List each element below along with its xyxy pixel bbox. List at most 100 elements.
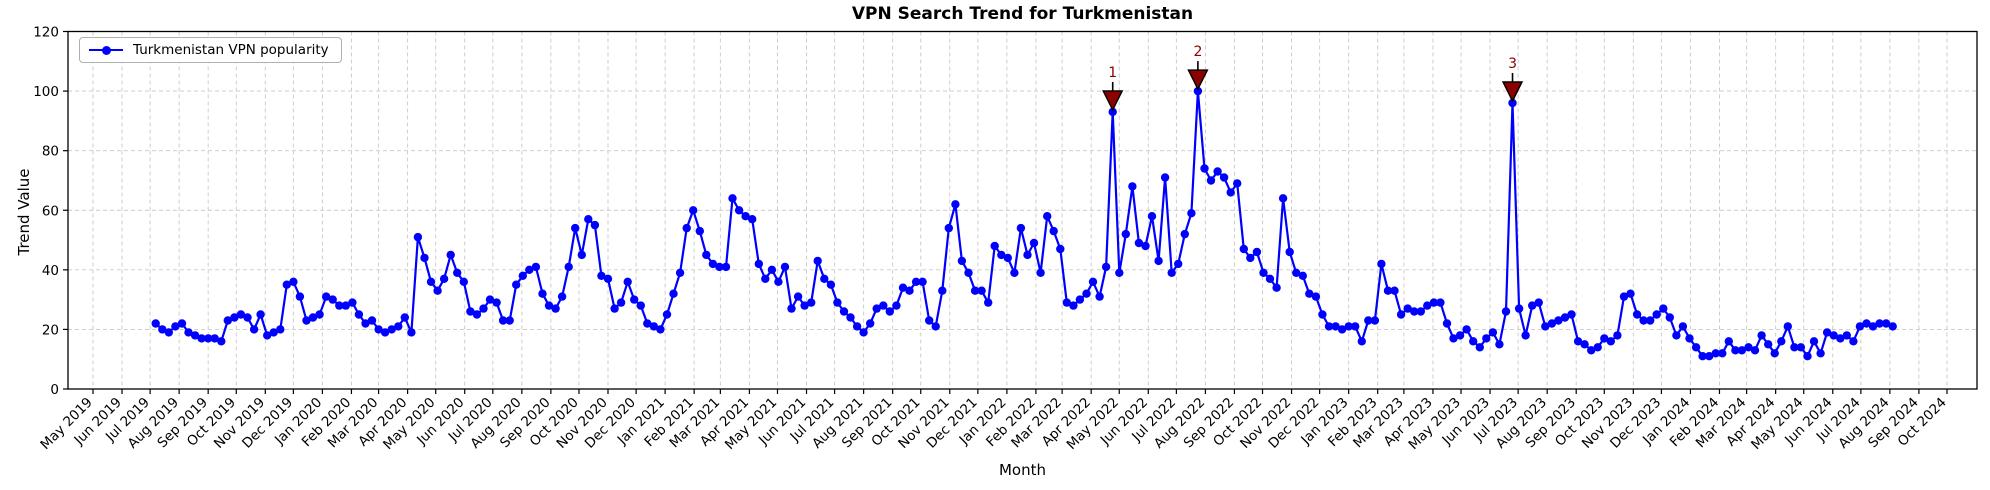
- data-point: [1849, 337, 1858, 346]
- annotation-triangle-icon-1: [1102, 90, 1124, 112]
- data-point: [1377, 259, 1386, 269]
- data-point: [1357, 337, 1367, 346]
- data-point: [512, 280, 521, 289]
- data-point: [1619, 292, 1629, 301]
- data-point: [1233, 179, 1242, 188]
- data-point: [1285, 247, 1294, 257]
- data-point: [603, 274, 613, 283]
- data-point: [1613, 331, 1622, 340]
- data-point: [1836, 334, 1845, 343]
- data-point: [682, 223, 691, 233]
- data-point: [1180, 229, 1190, 239]
- data-point: [354, 310, 364, 319]
- data-point: [295, 292, 305, 301]
- data-point: [702, 250, 711, 260]
- data-point: [1056, 244, 1065, 254]
- data-point: [780, 262, 790, 272]
- data-point: [210, 334, 219, 343]
- data-point: [1029, 238, 1039, 248]
- data-point: [1370, 316, 1380, 325]
- data-point: [597, 271, 606, 280]
- data-point: [1587, 346, 1596, 355]
- data-point: [1082, 289, 1091, 298]
- data-point: [820, 274, 829, 283]
- data-point: [289, 277, 298, 286]
- data-point: [518, 271, 527, 280]
- y-tick-label: 60: [42, 203, 59, 219]
- data-point: [1062, 298, 1072, 307]
- data-point: [1121, 229, 1131, 239]
- data-point: [472, 310, 482, 319]
- data-point: [1043, 212, 1052, 221]
- data-point: [1796, 343, 1806, 352]
- data-point: [767, 265, 777, 274]
- data-point: [695, 226, 704, 236]
- data-point: [728, 194, 737, 203]
- data-point: [1816, 349, 1825, 358]
- annotation-label-1: 1: [1108, 65, 1117, 81]
- data-point: [1167, 268, 1176, 277]
- data-point: [1554, 316, 1563, 325]
- data-point: [551, 304, 560, 313]
- y-tick-label: 0: [50, 382, 59, 398]
- data-point: [413, 232, 423, 242]
- data-point: [1514, 304, 1524, 313]
- data-point: [859, 328, 868, 337]
- data-point: [1678, 322, 1688, 331]
- data-point: [846, 313, 855, 322]
- data-point: [315, 310, 324, 319]
- data-point: [151, 319, 160, 328]
- data-point: [1292, 268, 1301, 277]
- data-point: [446, 250, 455, 260]
- data-point: [348, 298, 357, 307]
- data-point: [1147, 212, 1157, 221]
- data-point: [1842, 331, 1852, 340]
- data-point: [1016, 223, 1026, 233]
- data-point: [1108, 107, 1117, 117]
- data-point: [1252, 247, 1262, 257]
- trend-line: [154, 89, 1894, 358]
- data-point: [1010, 268, 1019, 277]
- data-point: [1764, 340, 1773, 349]
- data-point: [1278, 194, 1288, 203]
- data-point: [1626, 289, 1635, 298]
- data-point: [610, 304, 619, 313]
- data-point: [190, 331, 200, 340]
- data-point: [223, 316, 232, 325]
- data-point: [1095, 292, 1104, 301]
- y-tick-label: 120: [33, 25, 59, 41]
- data-point: [1488, 328, 1498, 337]
- y-tick-label: 40: [42, 263, 59, 279]
- data-point: [584, 215, 593, 224]
- data-point: [1219, 173, 1229, 182]
- data-point: [1160, 173, 1170, 182]
- data-point: [459, 277, 468, 286]
- data-point: [1383, 286, 1393, 295]
- data-point: [1023, 250, 1032, 260]
- data-point: [1213, 167, 1222, 176]
- data-point: [800, 301, 809, 310]
- data-point: [1239, 244, 1249, 254]
- data-point: [571, 223, 580, 233]
- data-point: [1298, 271, 1308, 280]
- data-point: [1462, 325, 1471, 334]
- data-point: [498, 316, 508, 325]
- data-point: [453, 268, 462, 277]
- data-point: [675, 268, 685, 277]
- annotation-triangle-icon-2: [1187, 69, 1209, 91]
- data-point: [1396, 310, 1406, 319]
- data-point: [1600, 334, 1609, 343]
- data-point: [1455, 331, 1465, 340]
- data-point: [1881, 319, 1891, 328]
- data-point: [1324, 322, 1334, 331]
- legend-line-marker-icon: [89, 45, 123, 55]
- data-point: [1705, 352, 1714, 361]
- data-point: [630, 295, 639, 304]
- data-point: [1809, 337, 1819, 346]
- data-point: [420, 253, 429, 263]
- data-point: [643, 319, 652, 328]
- data-point: [1744, 343, 1753, 352]
- data-point: [1508, 98, 1517, 108]
- data-point: [1593, 343, 1602, 352]
